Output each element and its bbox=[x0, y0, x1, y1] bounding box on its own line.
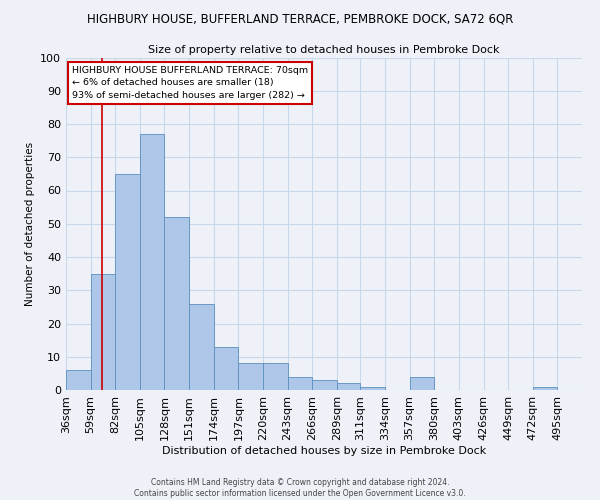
Bar bbox=[287, 376, 312, 390]
Bar bbox=[238, 364, 263, 390]
Text: Contains HM Land Registry data © Crown copyright and database right 2024.
Contai: Contains HM Land Registry data © Crown c… bbox=[134, 478, 466, 498]
Bar bbox=[361, 386, 385, 390]
Bar bbox=[410, 376, 434, 390]
Bar bbox=[164, 217, 189, 390]
Y-axis label: Number of detached properties: Number of detached properties bbox=[25, 142, 35, 306]
X-axis label: Distribution of detached houses by size in Pembroke Dock: Distribution of detached houses by size … bbox=[162, 446, 486, 456]
Bar bbox=[533, 386, 557, 390]
Bar bbox=[214, 347, 238, 390]
Bar bbox=[91, 274, 115, 390]
Bar bbox=[263, 364, 287, 390]
Bar bbox=[115, 174, 140, 390]
Title: Size of property relative to detached houses in Pembroke Dock: Size of property relative to detached ho… bbox=[148, 46, 500, 56]
Bar bbox=[312, 380, 337, 390]
Text: HIGHBURY HOUSE, BUFFERLAND TERRACE, PEMBROKE DOCK, SA72 6QR: HIGHBURY HOUSE, BUFFERLAND TERRACE, PEMB… bbox=[87, 12, 513, 26]
Bar bbox=[189, 304, 214, 390]
Bar bbox=[66, 370, 91, 390]
Bar bbox=[337, 384, 361, 390]
Text: HIGHBURY HOUSE BUFFERLAND TERRACE: 70sqm
← 6% of detached houses are smaller (18: HIGHBURY HOUSE BUFFERLAND TERRACE: 70sqm… bbox=[72, 66, 308, 100]
Bar bbox=[140, 134, 164, 390]
